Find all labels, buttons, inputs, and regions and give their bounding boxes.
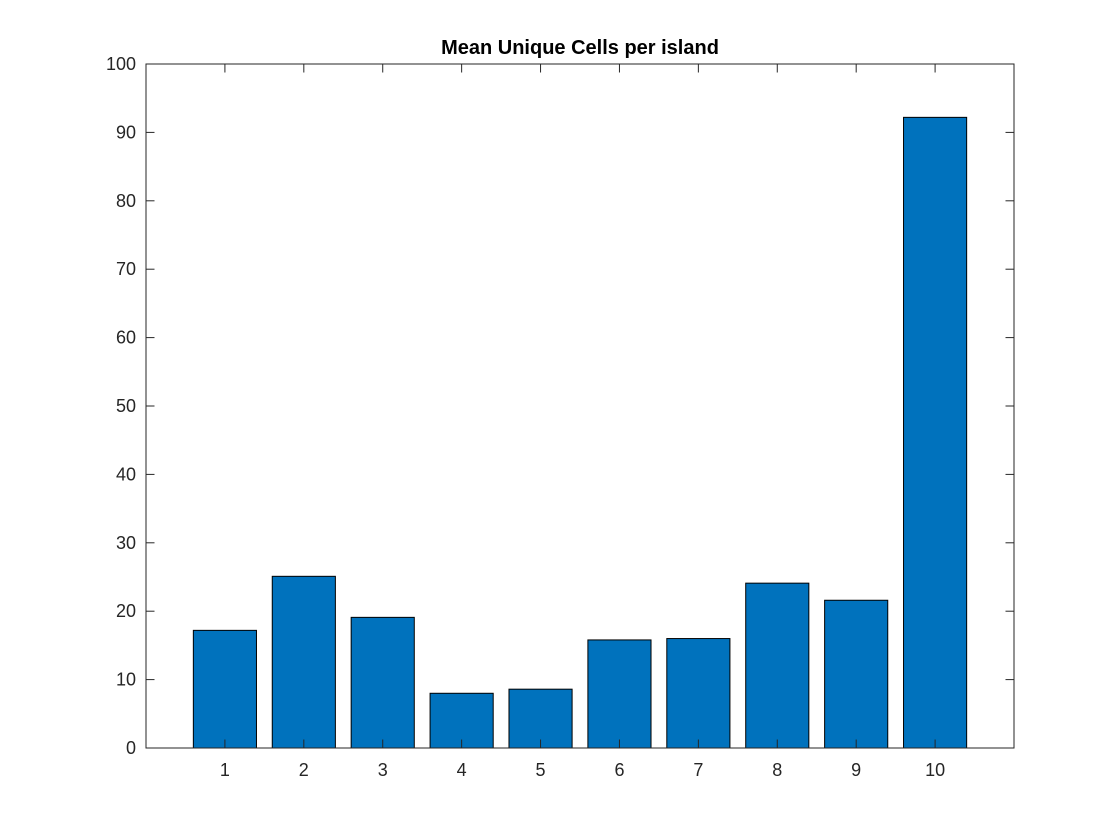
y-tick-label: 0 [126,738,136,758]
y-tick-label: 80 [116,191,136,211]
bar-1 [192,629,257,749]
bar-4 [429,692,494,749]
bar-3 [350,616,415,749]
x-axis: 1 2 3 4 5 6 7 8 9 10 [220,64,945,780]
bar-10 [903,116,968,749]
x-tick-label: 8 [772,760,782,780]
x-tick-label: 2 [299,760,309,780]
y-tick-label: 70 [116,259,136,279]
y-axis: 0 10 20 30 40 50 60 70 80 90 100 [106,54,1014,758]
x-tick-label: 7 [693,760,703,780]
bars-group [192,116,968,749]
x-tick-label: 6 [614,760,624,780]
x-tick-label: 4 [457,760,467,780]
y-tick-label: 20 [116,601,136,621]
y-tick-label: 10 [116,670,136,690]
x-tick-label: 1 [220,760,230,780]
bar-8 [745,582,810,749]
chart-title: Mean Unique Cells per island [441,37,719,59]
x-tick-label: 10 [925,760,945,780]
x-tick-label: 5 [536,760,546,780]
y-tick-label: 90 [116,122,136,142]
x-tick-label: 3 [378,760,388,780]
x-tick-label: 9 [851,760,861,780]
bar-5 [508,688,573,749]
bar-2 [271,575,336,749]
y-tick-label: 30 [116,533,136,553]
bar-7 [666,638,731,749]
bar-9 [824,599,889,749]
y-tick-label: 40 [116,464,136,484]
y-tick-label: 100 [106,54,136,74]
y-tick-label: 60 [116,328,136,348]
y-tick-label: 50 [116,396,136,416]
bar-6 [587,639,652,749]
